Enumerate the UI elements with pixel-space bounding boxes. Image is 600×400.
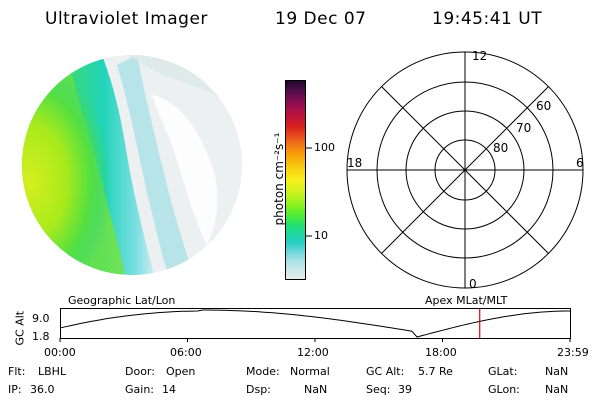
status-glat-value: NaN xyxy=(545,365,569,378)
polar-label-dawn: 6 xyxy=(576,156,584,170)
colorbar xyxy=(285,80,306,280)
status-seq-value: 39 xyxy=(398,383,412,396)
polar-label-lat70: 70 xyxy=(516,121,531,135)
status-flt-key: Flt: xyxy=(8,365,26,378)
polar-label-lat60: 60 xyxy=(536,99,551,113)
time-tick-label: 12:00 xyxy=(297,346,329,359)
status-mode-value: Normal xyxy=(290,365,330,378)
status-ip-key: IP: xyxy=(8,383,22,396)
colorbar-unit-label: photon cm⁻²s⁻¹ xyxy=(272,132,286,226)
status-gcalt-value: 5.7 Re xyxy=(418,365,453,378)
colorbar-ticks xyxy=(306,147,312,237)
status-door-value: Open xyxy=(166,365,196,378)
time-label: 19:45:41 UT xyxy=(432,9,543,29)
status-seq-key: Seq: xyxy=(366,383,391,396)
time-tick-label: 06:00 xyxy=(170,346,202,359)
status-gain-value: 14 xyxy=(162,383,176,396)
time-tick-label: 23:59 xyxy=(557,346,589,359)
alt-min-label: 1.8 xyxy=(32,330,50,343)
polar-plot: 12 18 6 0 60 70 80 xyxy=(346,49,584,291)
polar-label-lat80: 80 xyxy=(493,141,508,155)
status-gain-key: Gain: xyxy=(125,383,154,396)
polar-label-noon: 12 xyxy=(472,49,487,63)
status-glon-value: NaN xyxy=(545,383,569,396)
status-glon-key: GLon: xyxy=(488,383,520,396)
polar-label-dusk: 18 xyxy=(347,156,362,170)
date-label: 19 Dec 07 xyxy=(275,9,367,29)
status-gcalt-key: GC Alt: xyxy=(366,365,405,378)
auroral-image xyxy=(22,55,242,275)
status-dsp-key: Dsp: xyxy=(246,383,271,396)
time-tick-label: 18:00 xyxy=(425,346,457,359)
alt-axis-label: GC Alt xyxy=(13,310,27,346)
status-ip-value: 36.0 xyxy=(30,383,55,396)
status-mode-key: Mode: xyxy=(246,365,280,378)
geographic-label: Geographic Lat/Lon xyxy=(68,294,176,307)
colorbar-tick-label: 100 xyxy=(314,141,335,154)
altitude-timeline xyxy=(59,308,571,342)
instrument-title: Ultraviolet Imager xyxy=(45,9,208,29)
status-door-key: Door: xyxy=(125,365,155,378)
status-dsp-value: NaN xyxy=(304,383,328,396)
status-flt-value: LBHL xyxy=(38,365,67,378)
colorbar-tick-label: 10 xyxy=(314,229,328,242)
time-tick-label: 00:00 xyxy=(44,346,76,359)
status-glat-key: GLat: xyxy=(488,365,518,378)
alt-max-label: 9.0 xyxy=(32,312,50,325)
apex-label: Apex MLat/MLT xyxy=(425,294,508,307)
polar-label-midnight: 0 xyxy=(469,277,477,291)
